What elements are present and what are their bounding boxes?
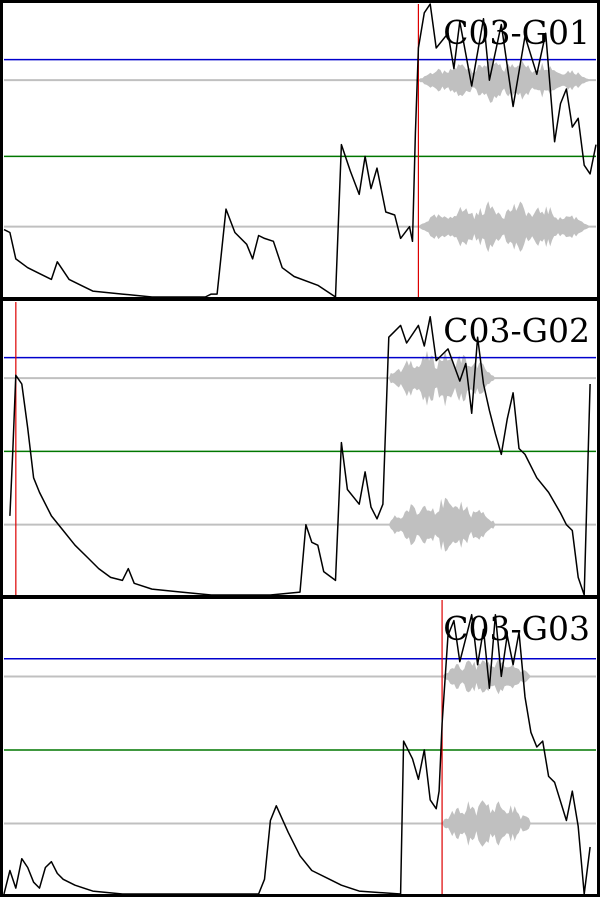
waveform-top bbox=[442, 658, 531, 695]
waveform-bottom bbox=[442, 800, 531, 847]
panel-title: C03-G03 bbox=[443, 609, 590, 648]
envelope-line bbox=[3, 613, 591, 895]
panel-frame bbox=[0, 596, 600, 897]
panel-title: C03-G01 bbox=[443, 13, 590, 52]
waveform-bottom bbox=[418, 201, 591, 253]
chart-panel-1: C03-G01 bbox=[0, 0, 600, 300]
waveform-top bbox=[418, 57, 591, 103]
chart-panel-3: C03-G03 bbox=[0, 596, 600, 897]
envelope-line bbox=[3, 3, 597, 298]
chart-svg: C03-G01 bbox=[0, 0, 600, 300]
waveform-bottom bbox=[388, 497, 496, 552]
panel-title: C03-G02 bbox=[443, 311, 590, 350]
chart-svg: C03-G02 bbox=[0, 298, 600, 598]
waveform-top bbox=[388, 349, 496, 407]
chart-panel-2: C03-G02 bbox=[0, 298, 600, 598]
chart-svg: C03-G03 bbox=[0, 596, 600, 897]
envelope-line bbox=[9, 315, 591, 596]
